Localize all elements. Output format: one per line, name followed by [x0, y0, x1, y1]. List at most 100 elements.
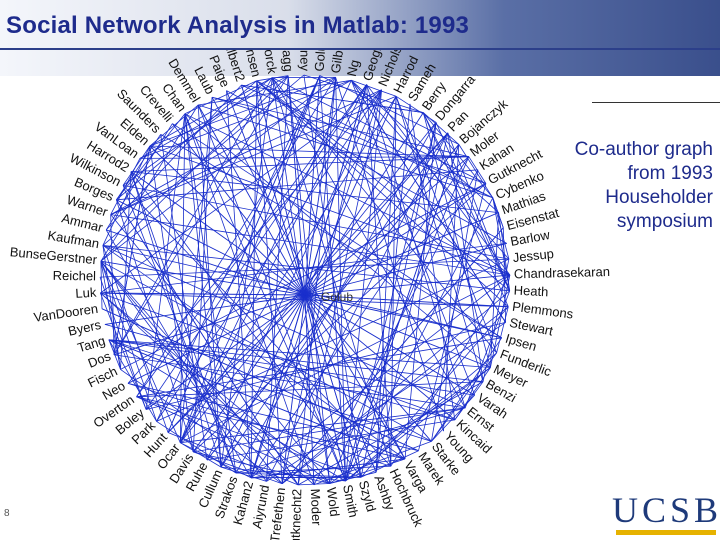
coauthor-edge: [256, 80, 509, 307]
coauthor-edge: [100, 260, 283, 484]
coauthor-edge: [329, 156, 470, 484]
coauthor-edge: [184, 113, 237, 474]
hub-edge: [304, 294, 377, 473]
coauthor-edge: [193, 451, 330, 484]
hub-edge: [304, 294, 456, 421]
coauthor-edge: [366, 84, 466, 409]
hub-edge: [304, 294, 315, 485]
coauthor-edge: [431, 337, 503, 442]
coauthor-edge: [206, 419, 455, 461]
hub-edge: [304, 294, 502, 339]
ucsb-logo: UCSB: [612, 490, 720, 530]
coauthor-edge: [192, 97, 213, 452]
coauthor-edge: [198, 104, 493, 199]
coauthor-edge: [110, 158, 141, 215]
hub-edge: [197, 104, 306, 296]
coauthor-edge: [136, 396, 406, 460]
coauthor-edge: [193, 451, 283, 485]
hub-edge: [304, 242, 507, 296]
node-label: Gutknecht2: [287, 489, 304, 540]
node-label: Wold: [324, 486, 342, 517]
hub-edge: [304, 183, 487, 296]
coauthor-edge: [192, 183, 487, 453]
node-label: Chandrasekaran: [514, 264, 610, 281]
edge-group: [99, 74, 511, 486]
coauthor-edge: [482, 259, 510, 382]
node-label: Ng: [344, 58, 362, 78]
node-label: Trefethen: [267, 487, 288, 540]
hub-edge: [304, 294, 491, 368]
coauthor-edge: [256, 80, 283, 484]
hub-edge: [145, 294, 306, 410]
coauthor-edge: [329, 367, 491, 484]
node-label: Kenney: [297, 50, 312, 72]
node-label: Moder: [308, 488, 325, 526]
hub-node-label: Golub: [321, 290, 353, 304]
coauthor-edge: [110, 79, 352, 215]
coauthor-edge: [335, 77, 444, 432]
coauthor-edge: [145, 113, 186, 410]
hub-edge: [304, 294, 406, 460]
coauthor-edge: [136, 77, 336, 398]
coauthor-edge: [101, 308, 419, 452]
coauthor-edge: [102, 245, 406, 460]
coauthor-edge: [266, 132, 449, 482]
coauthor-edge: [281, 306, 509, 485]
coauthor-edge: [123, 185, 509, 260]
logo-accent-bar: [616, 530, 716, 535]
coauthor-edge: [458, 144, 494, 199]
coauthor-edge: [226, 90, 507, 244]
coauthor-edge: [179, 113, 186, 443]
caption: Co-author graph from 1993 Householder sy…: [520, 138, 713, 234]
coauthor-edge: [250, 156, 470, 479]
coauthor-edge: [184, 113, 511, 276]
node-label: Barlow: [509, 227, 551, 249]
coauthor-edge: [100, 261, 121, 370]
coauthor-edge: [100, 89, 382, 294]
coauthor-edge: [266, 75, 289, 482]
coauthor-edge: [409, 103, 456, 420]
coauthor-edge: [180, 407, 466, 444]
coauthor-edge: [271, 77, 466, 409]
coauthor-edge: [102, 145, 151, 246]
node-label: Gilbert: [328, 50, 349, 74]
hub-edge: [116, 199, 306, 296]
caption-line-3: Householder: [605, 187, 713, 208]
slide-title: Social Network Analysis in Matlab: 1993: [6, 12, 470, 39]
coauthor-edge: [256, 80, 510, 292]
coauthor-edge: [100, 261, 181, 443]
hub-edge: [100, 292, 306, 296]
coauthor-edge: [250, 476, 362, 479]
slide-number: 8: [4, 508, 10, 519]
coauthor-edge: [139, 75, 289, 159]
coauthor-edge: [297, 89, 382, 485]
coauthor-edge: [100, 76, 336, 262]
hub-edge: [304, 96, 397, 296]
coauthor-edge: [105, 229, 252, 479]
coauthor-edge: [100, 292, 455, 421]
coauthor-edge: [390, 96, 397, 467]
coauthor-edge: [250, 80, 258, 478]
coauthor-edge: [335, 77, 346, 482]
caption-line-2: from 1993: [627, 163, 713, 184]
node-label: Reichel: [53, 268, 97, 284]
coauthor-edge: [360, 450, 419, 478]
title-bar: [0, 0, 720, 76]
hub-edge: [149, 145, 306, 296]
caption-line-1: Co-author graph: [574, 139, 713, 160]
coauthor-edge: [149, 145, 194, 452]
caption-line-4: symposium: [616, 211, 713, 232]
coauthor-edge: [102, 245, 466, 409]
hub-edge: [226, 90, 306, 296]
hub-edge: [113, 294, 306, 356]
coauthor-edge: [345, 367, 491, 482]
coauthor-edge: [319, 75, 459, 145]
coauthor-edge: [102, 245, 510, 292]
coauthor-edge: [136, 84, 367, 398]
coauthor-edge: [179, 122, 437, 443]
coauthor-edge: [160, 134, 208, 461]
coauthor-edge: [281, 290, 510, 485]
coauthor-edge: [127, 383, 391, 467]
coauthor-edge: [116, 113, 186, 201]
coauthor-edge: [496, 306, 509, 353]
